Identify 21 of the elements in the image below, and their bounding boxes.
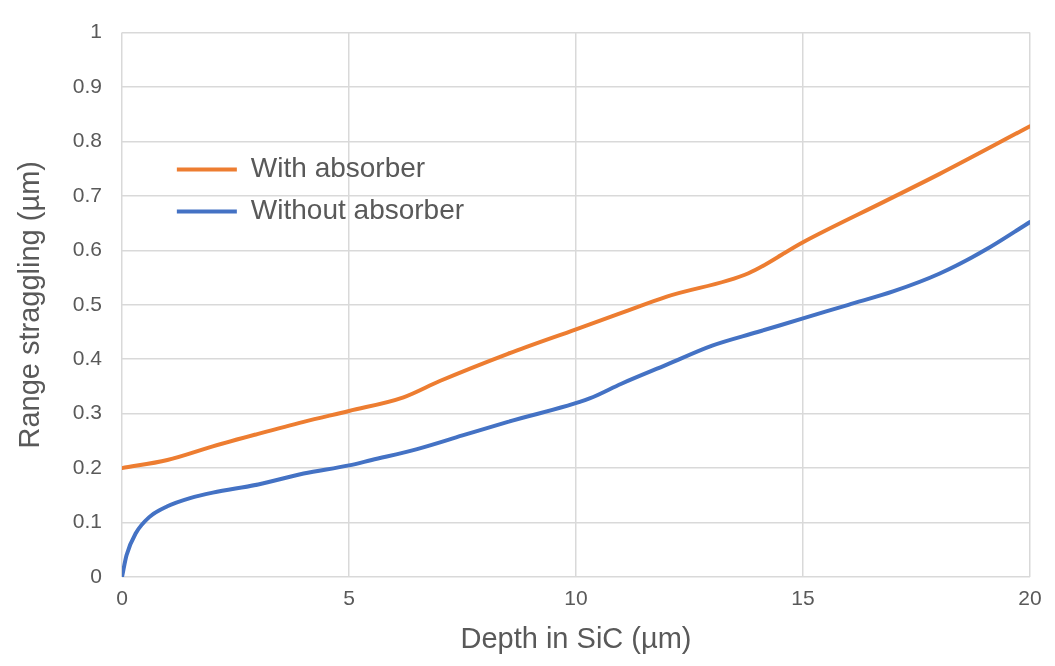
y-tick-label: 1 [90,19,102,43]
legend-label: With absorber [250,152,426,184]
y-tick-label: 0.8 [72,128,102,152]
x-tick-label: 15 [791,586,815,610]
y-tick-label: 0.3 [72,400,102,424]
y-tick-label: 0.2 [72,454,102,478]
x-axis-title: Depth in SiC (µm) [460,621,692,654]
y-tick-label: 0.4 [72,346,103,370]
x-tick-label: 20 [1018,586,1042,610]
y-tick-label: 0.7 [72,182,102,206]
legend-label: Without absorber [250,194,465,226]
y-axis-title: Range straggling (µm) [13,161,46,449]
y-tick-label: 0 [90,563,102,587]
x-tick-label: 10 [564,586,588,610]
y-tick-label: 0.5 [72,291,102,315]
y-tick-label: 0.6 [72,237,102,261]
x-tick-label: 0 [116,586,128,610]
y-tick-label: 0.1 [72,509,102,533]
y-tick-label: 0.9 [72,73,102,97]
x-tick-label: 5 [343,586,355,610]
line-series [121,124,1030,471]
